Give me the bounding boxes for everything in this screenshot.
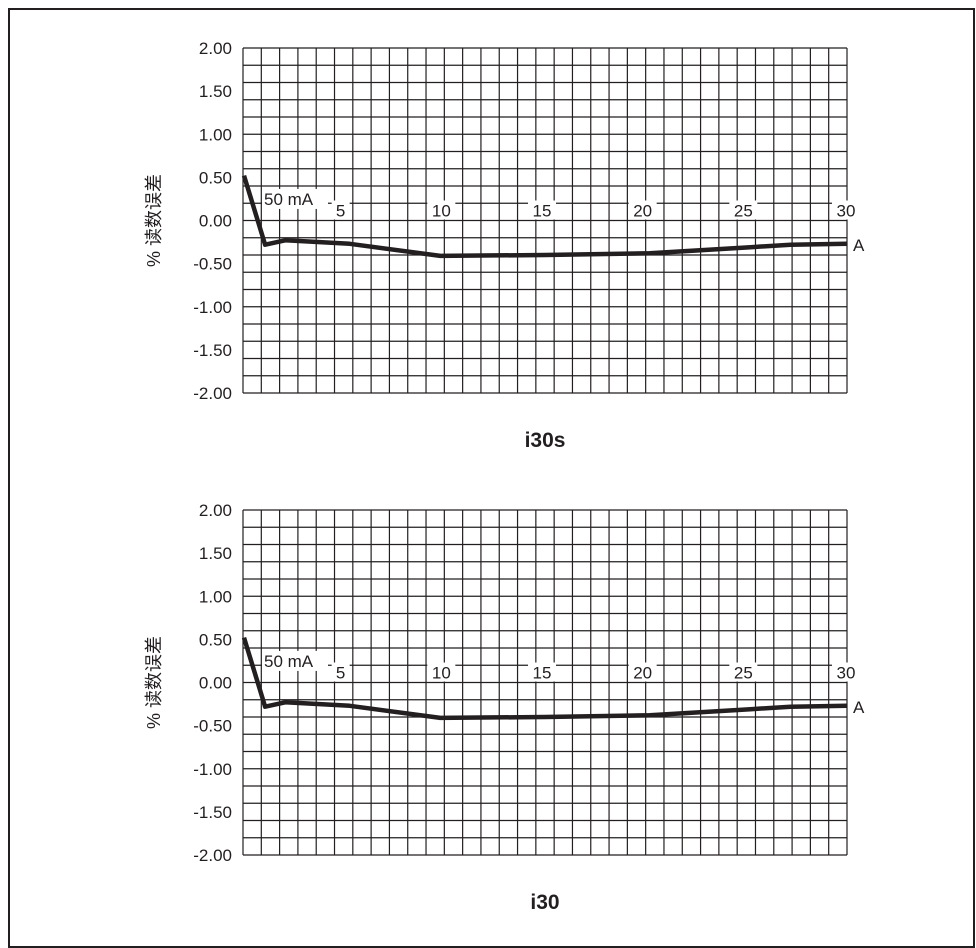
chart-title: i30s	[525, 429, 566, 452]
y-tick-label: -1.00	[193, 298, 232, 317]
x-tick-label: 10	[432, 202, 451, 221]
x-tick-label: 5	[336, 202, 345, 221]
x-tick-label: 15	[533, 202, 552, 221]
y-tick-label: -2.00	[193, 846, 232, 865]
x-tick-label-bg	[832, 662, 860, 682]
annotation-bg	[262, 188, 328, 209]
x-axis-unit: A	[853, 236, 865, 255]
x-tick-label: 20	[633, 664, 652, 683]
x-axis-unit: A	[853, 698, 865, 717]
x-tick-label-bg	[528, 662, 556, 682]
x-tick-label: 15	[533, 664, 552, 683]
y-tick-label: 0.00	[199, 674, 232, 693]
y-tick-label: 2.00	[199, 39, 232, 58]
x-tick-label: 30	[837, 202, 856, 221]
x-tick-label-bg	[427, 662, 456, 682]
y-tick-label: 1.00	[199, 587, 232, 606]
y-tick-label: -1.00	[193, 760, 232, 779]
y-tick-label: -0.50	[193, 255, 232, 274]
x-tick-label: 10	[432, 664, 451, 683]
series-line	[241, 636, 848, 721]
x-tick-label: 25	[734, 664, 753, 683]
y-tick-label: 1.50	[199, 82, 232, 101]
y-tick-label: 1.50	[199, 544, 232, 563]
grid	[242, 509, 848, 856]
y-tick-label: 0.50	[199, 168, 232, 187]
y-tick-label: -0.50	[193, 717, 232, 736]
x-tick-label-bg	[427, 200, 456, 220]
x-tick-label-bg	[729, 662, 758, 682]
y-tick-label: -2.00	[193, 384, 232, 403]
y-tick-label: 1.00	[199, 125, 232, 144]
x-tick-label-bg	[729, 200, 758, 220]
x-tick-label-bg	[331, 200, 350, 220]
x-tick-label-bg	[628, 662, 657, 682]
y-tick-label: -1.50	[193, 803, 232, 822]
y-tick-label: 2.00	[199, 501, 232, 520]
y-tick-label: 0.50	[199, 630, 232, 649]
x-tick-label-bg	[628, 200, 657, 220]
annotation-label: 50 mA	[264, 652, 314, 671]
chart-title: i30	[530, 891, 559, 914]
x-tick-label: 25	[734, 202, 753, 221]
x-tick-labels: 5 10 15 20 25 30	[331, 662, 860, 683]
x-tick-label: 30	[837, 664, 856, 683]
grid	[242, 47, 848, 394]
x-tick-label: 5	[336, 664, 345, 683]
x-tick-labels: 5 10 15 20 25 30	[331, 200, 860, 221]
annotation-label: 50 mA	[264, 190, 314, 209]
series-line	[241, 174, 848, 259]
x-tick-label: 20	[633, 202, 652, 221]
y-axis-label: % 读数误差	[144, 174, 164, 267]
series	[241, 636, 848, 721]
annotation-bg	[262, 650, 328, 671]
x-tick-label-bg	[331, 662, 350, 682]
x-tick-label-bg	[832, 200, 860, 220]
series	[241, 174, 848, 259]
y-tick-label: 0.00	[199, 212, 232, 231]
y-tick-labels: 2.00 1.50 1.00 0.50 0.00 -0.50 -1.00 -1.50 -2.00	[193, 501, 232, 865]
x-tick-label-bg	[528, 200, 556, 220]
y-tick-label: -1.50	[193, 341, 232, 360]
y-tick-labels: 2.00 1.50 1.00 0.50 0.00 -0.50 -1.00 -1.50 -2.00	[193, 39, 232, 403]
y-axis-label: % 读数误差	[144, 636, 164, 729]
